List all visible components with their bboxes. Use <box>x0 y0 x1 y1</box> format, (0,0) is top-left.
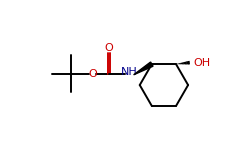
Polygon shape <box>134 62 153 75</box>
Text: O: O <box>105 43 114 53</box>
Text: O: O <box>88 69 97 79</box>
Text: OH: OH <box>194 58 211 68</box>
Text: NH: NH <box>121 67 138 77</box>
